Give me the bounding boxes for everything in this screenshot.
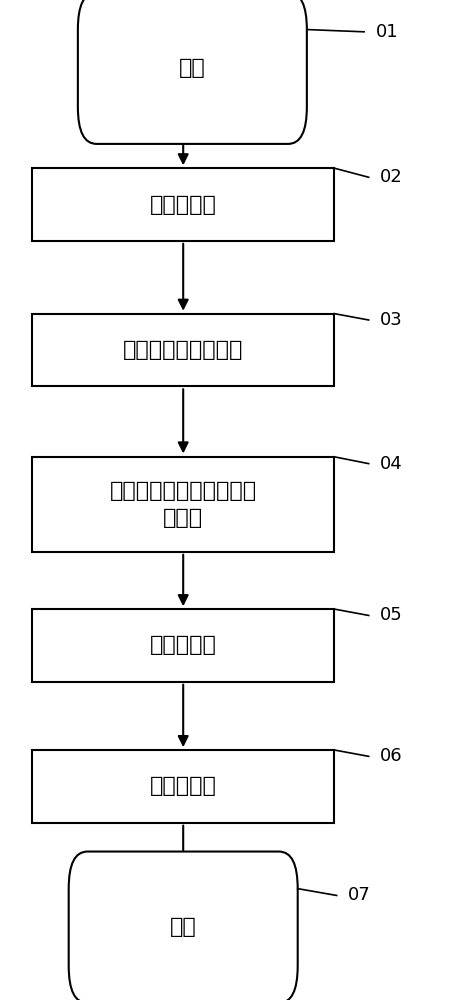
Text: 外层谱聚类: 外层谱聚类: [150, 635, 217, 655]
Text: 开始: 开始: [179, 58, 206, 78]
Text: 06: 06: [380, 747, 403, 765]
Text: 03: 03: [380, 311, 403, 329]
FancyBboxPatch shape: [78, 0, 307, 144]
Text: 确定初始化聚类中心和聚
类数目: 确定初始化聚类中心和聚 类数目: [109, 481, 257, 528]
Text: 04: 04: [380, 455, 403, 473]
Text: 数据预处理: 数据预处理: [150, 195, 217, 215]
Text: 内层谱聚类: 内层谱聚类: [150, 776, 217, 796]
Bar: [32, 609, 334, 682]
Text: 小波熵分段聚合近似: 小波熵分段聚合近似: [123, 340, 243, 360]
Text: 结束: 结束: [170, 917, 196, 937]
FancyBboxPatch shape: [69, 852, 298, 1000]
Text: 01: 01: [376, 23, 398, 41]
Text: 05: 05: [380, 606, 403, 624]
Bar: [32, 457, 334, 552]
Bar: [32, 314, 334, 386]
Text: 07: 07: [348, 886, 371, 904]
Bar: [32, 168, 334, 241]
Bar: [32, 750, 334, 823]
Text: 02: 02: [380, 168, 403, 186]
